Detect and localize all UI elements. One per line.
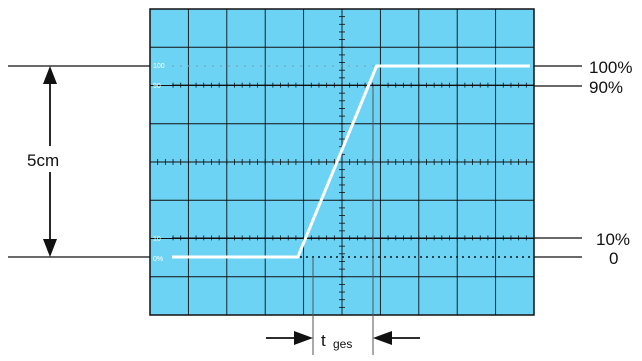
arrow-up-icon — [43, 66, 57, 84]
screen-label-90: 90 — [153, 83, 161, 90]
right-label-0: 0 — [609, 249, 618, 268]
screen-label-100: 100 — [153, 63, 165, 70]
arrow-left-icon — [373, 331, 392, 345]
reference-dotted-lines — [172, 65, 535, 258]
signal-trace — [172, 64, 530, 259]
time-label: t — [321, 331, 326, 350]
screen-label-10: 10 — [153, 236, 161, 243]
measure-label-bg — [22, 146, 78, 172]
arrow-down-icon — [43, 239, 57, 257]
screen-label-0: 0% — [153, 256, 163, 263]
arrow-right-icon — [294, 331, 313, 345]
time-label-subscript: ges — [333, 337, 352, 351]
right-label-10: 10% — [596, 230, 630, 249]
measure-label: 5cm — [27, 151, 59, 170]
right-label-100: 100% — [589, 58, 632, 77]
time-label-main: t — [321, 331, 326, 350]
right-label-90: 90% — [589, 78, 623, 97]
axis-ticks — [149, 8, 535, 316]
